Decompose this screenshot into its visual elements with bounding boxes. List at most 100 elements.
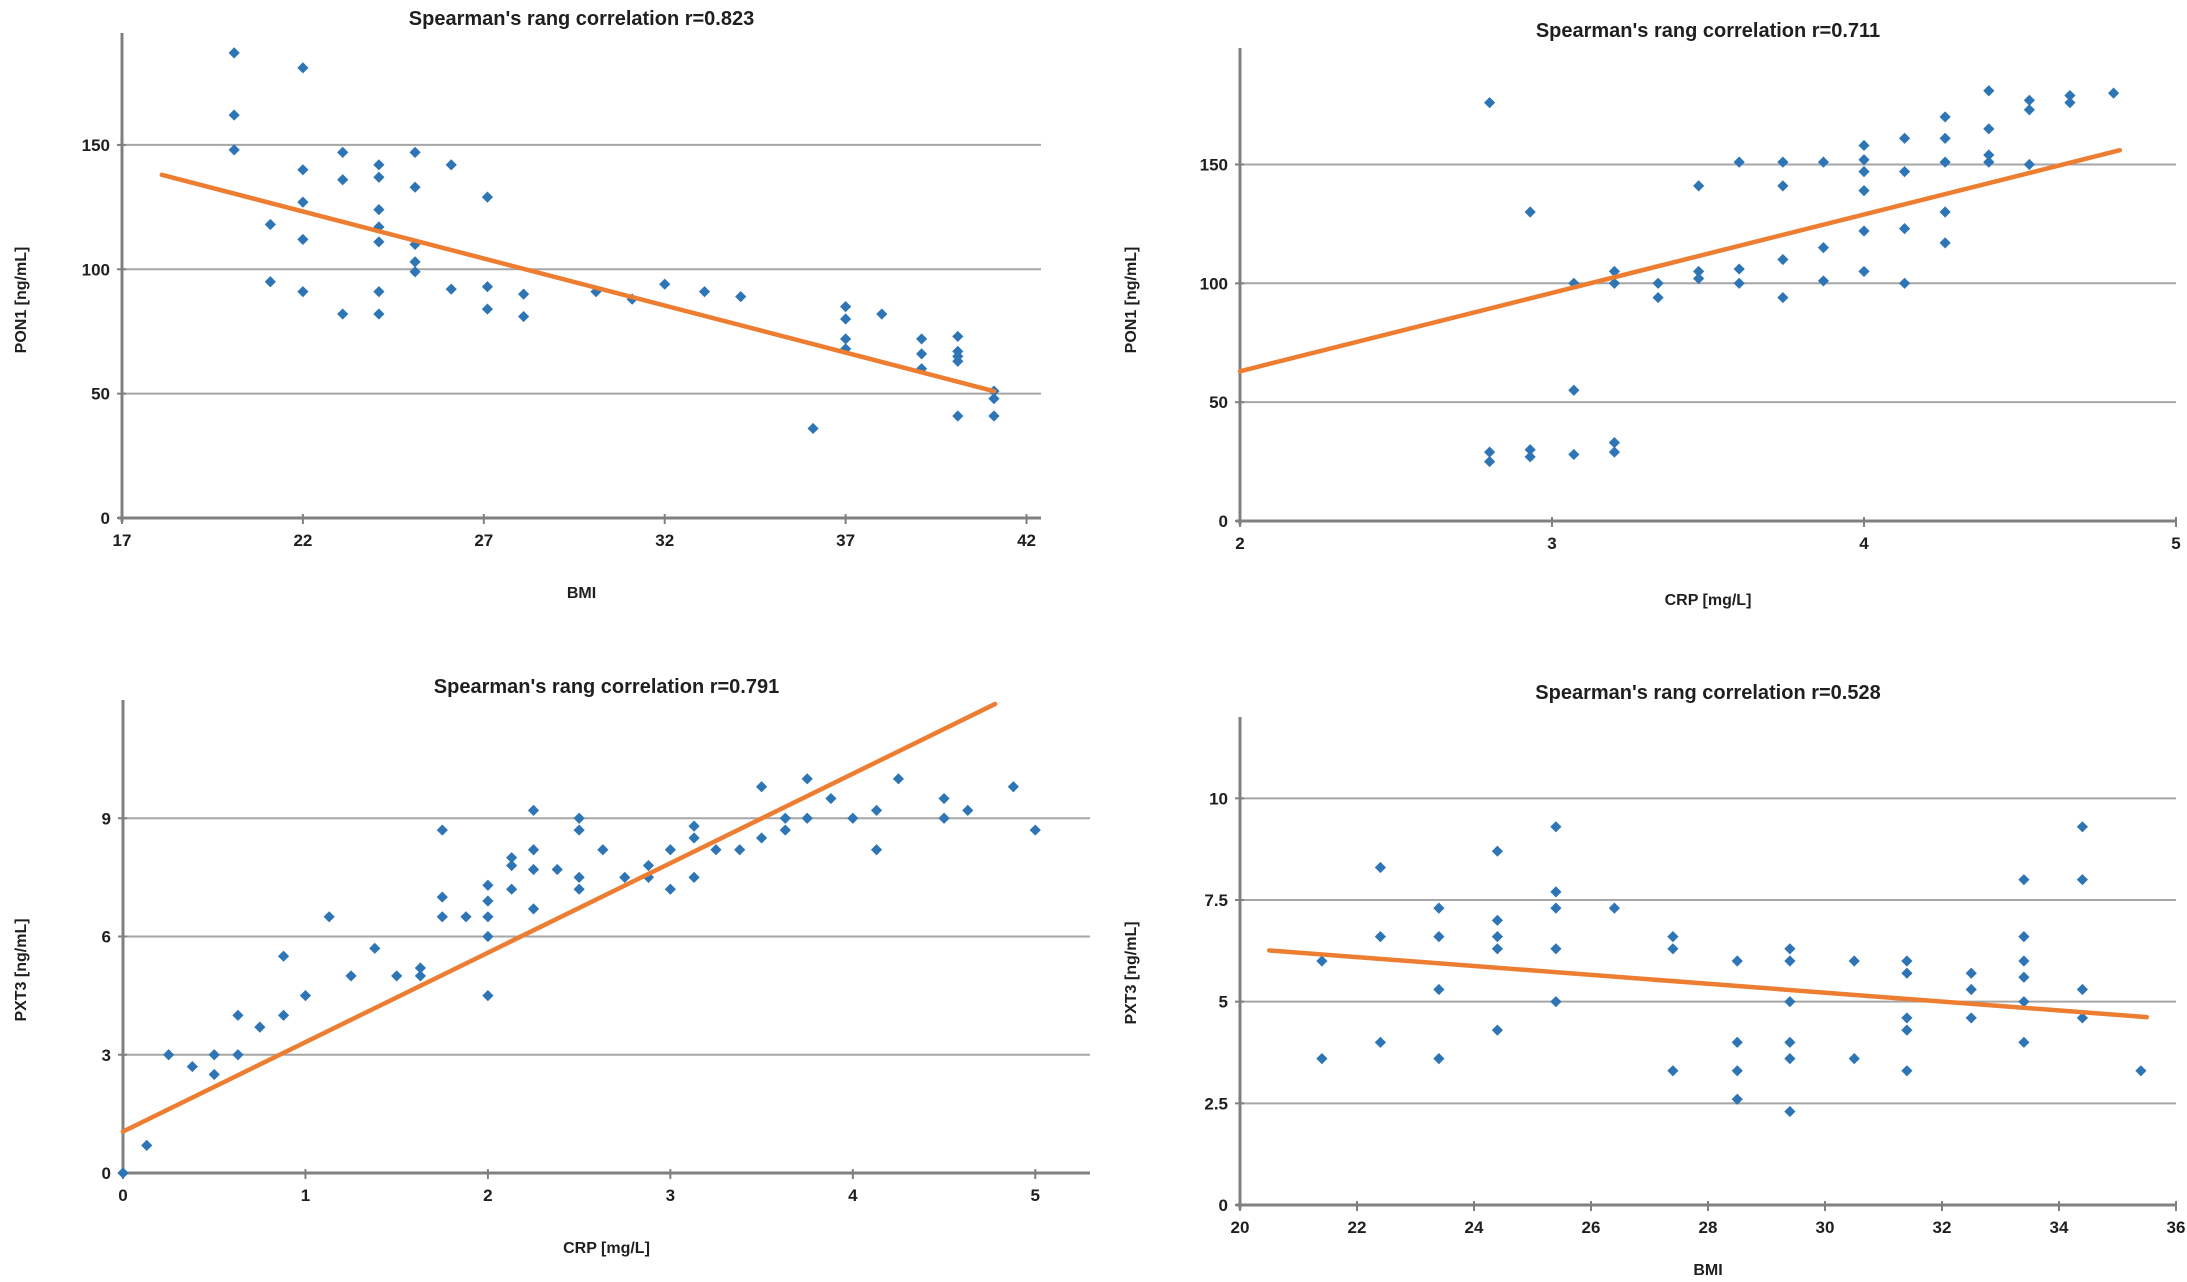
data-point — [409, 266, 421, 278]
data-point — [1731, 955, 1743, 967]
x-tick-label: 37 — [836, 531, 855, 550]
data-point — [2018, 874, 2030, 886]
data-point — [1733, 277, 1745, 289]
chart-pon1-vs-crp: Spearman's rang correlation r=0.711 PON1… — [1094, 0, 2187, 640]
data-point — [1777, 156, 1789, 168]
data-point — [2108, 87, 2120, 99]
y-tick-label: 3 — [102, 1046, 111, 1065]
data-point — [1652, 277, 1664, 289]
data-point — [482, 879, 494, 891]
data-point — [1652, 291, 1664, 304]
data-point — [186, 1060, 198, 1073]
trend-line — [1237, 147, 2123, 374]
x-tick-label: 3 — [666, 1186, 675, 1205]
data-point — [2018, 955, 2030, 967]
scatter-plot: 17 22 27 32 37 42 0 50 100 150 — [82, 33, 1041, 550]
trend-line — [120, 701, 998, 1134]
data-point — [779, 812, 791, 824]
data-point — [1491, 931, 1503, 943]
data-point — [2023, 158, 2035, 171]
data-point — [1029, 824, 1041, 836]
x-tick-label: 26 — [1582, 1218, 1601, 1237]
chart-pxt3-vs-bmi: Spearman's rang correlation r=0.528 PXT3… — [1094, 640, 2187, 1282]
data-point — [2076, 1012, 2088, 1024]
data-point — [710, 844, 722, 856]
data-point — [916, 348, 928, 360]
x-tick-label: 2 — [1235, 534, 1244, 553]
data-point — [323, 911, 335, 923]
chart-pon1-vs-bmi: Spearman's rang correlation r=0.823 PON1… — [0, 0, 1093, 640]
data-point — [299, 990, 312, 1002]
data-point — [481, 191, 494, 203]
data-point — [277, 950, 290, 962]
data-point — [1784, 996, 1796, 1008]
data-point — [1731, 1036, 1743, 1048]
data-point — [518, 288, 530, 300]
data-point — [1433, 983, 1445, 996]
data-point — [1939, 237, 1951, 249]
data-point — [1491, 943, 1503, 955]
data-point — [2135, 1065, 2147, 1077]
y-tick-label: 7.5 — [1204, 891, 1228, 910]
data-point — [228, 47, 240, 59]
x-tick-label: 5 — [2171, 534, 2180, 553]
data-point — [755, 832, 768, 844]
data-point — [840, 300, 852, 313]
data-point — [163, 1049, 175, 1061]
data-point — [436, 911, 448, 923]
data-point — [1550, 886, 1562, 898]
x-tick-label: 4 — [1859, 534, 1869, 553]
data-point — [1484, 446, 1496, 458]
data-point — [506, 852, 518, 864]
data-point — [1939, 132, 1951, 144]
data-point — [1983, 156, 1995, 168]
data-point — [445, 159, 457, 171]
data-point — [1777, 180, 1789, 192]
y-tick-label: 100 — [82, 260, 110, 279]
data-point — [1901, 1012, 1913, 1024]
trend-line — [1267, 948, 2149, 1020]
data-point — [1484, 455, 1496, 468]
data-point — [228, 144, 240, 156]
data-point — [952, 410, 964, 422]
data-point — [2076, 821, 2088, 833]
data-point — [373, 159, 385, 171]
data-point — [1316, 1053, 1328, 1065]
data-point — [527, 804, 540, 816]
y-tick-label: 5 — [1219, 993, 1228, 1012]
data-point — [1550, 996, 1562, 1008]
data-point — [1374, 931, 1386, 943]
data-point — [962, 804, 974, 816]
data-point — [1433, 902, 1445, 914]
data-point — [373, 203, 385, 216]
data-point — [1693, 272, 1705, 285]
data-point — [1608, 277, 1620, 289]
data-point — [952, 355, 964, 367]
data-point — [2064, 97, 2076, 109]
data-point — [1858, 139, 1870, 152]
x-tick-label: 28 — [1699, 1218, 1718, 1237]
data-point — [1965, 983, 1977, 996]
data-point — [409, 146, 421, 158]
data-point — [409, 181, 421, 193]
data-point — [1491, 845, 1503, 857]
data-point — [988, 410, 1000, 422]
x-tick-label: 34 — [2050, 1218, 2069, 1237]
x-axis-label: BMI — [566, 585, 597, 602]
data-point — [1898, 223, 1911, 235]
chart-pxt3-vs-crp: Spearman's rang correlation r=0.791 PXT3… — [0, 640, 1093, 1282]
data-point — [1524, 451, 1536, 463]
data-point — [1731, 1065, 1743, 1077]
data-point — [688, 871, 700, 883]
data-point — [1550, 902, 1562, 914]
data-point — [1608, 436, 1620, 449]
x-tick-label: 32 — [655, 531, 674, 550]
data-point — [892, 773, 905, 785]
data-point — [1784, 1105, 1796, 1118]
x-tick-label: 20 — [1231, 1218, 1250, 1237]
data-point — [254, 1021, 266, 1033]
data-point — [870, 804, 883, 816]
data-point — [1848, 955, 1860, 967]
data-point — [952, 330, 964, 343]
